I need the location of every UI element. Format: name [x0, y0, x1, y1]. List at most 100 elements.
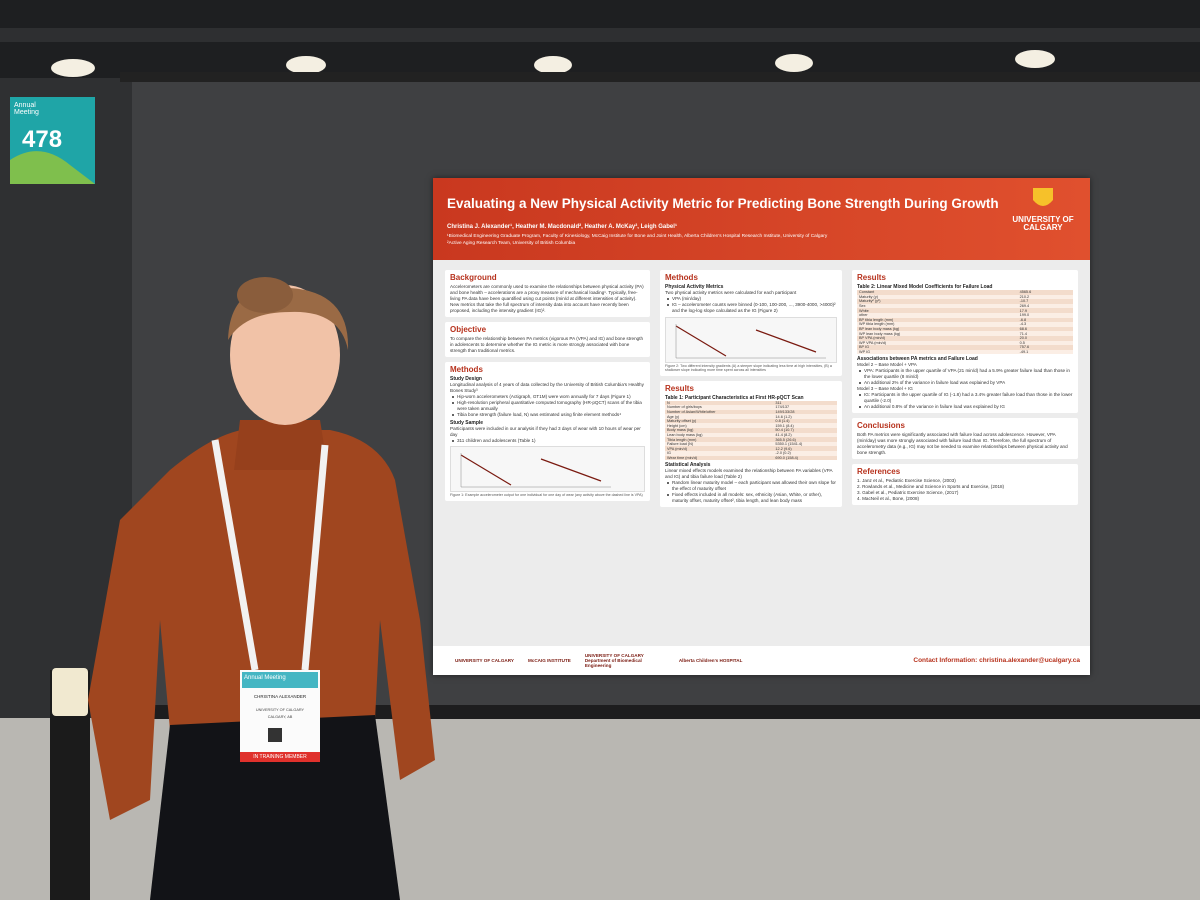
table-row: Failure load (N) 5350.1 (1541.4)	[665, 441, 837, 447]
table-cell: 0.8 (1.4)	[773, 418, 837, 424]
table-cell: 20.0	[1017, 335, 1073, 341]
table-cell: 159.1 (8.4)	[773, 423, 837, 429]
section: Results Table 2: Linear Mixed Model Coeff…	[852, 270, 1078, 414]
table-cell: Maturity² (y²)	[857, 299, 1018, 304]
table-cell: 12.2 (9.6)	[773, 446, 837, 452]
column: Results Table 2: Linear Mixed Model Coeff…	[852, 270, 1078, 505]
table-cell: Lean body mass (kg)	[665, 432, 774, 438]
light	[286, 56, 326, 74]
table-cell: Number of Asian/White/other	[665, 409, 774, 415]
table-row: White 17.9	[857, 308, 1073, 313]
light	[534, 56, 572, 74]
figure-caption: Figure 2: Two different intensity gradie…	[665, 363, 832, 373]
section-heading: Results	[665, 383, 694, 393]
board-frame	[120, 72, 1200, 82]
section: Objective To compare the relationship bet…	[445, 321, 650, 357]
paragraph: Two physical activity metrics were calcu…	[665, 290, 797, 295]
subheading: Table 2: Linear Mixed Model Coefficients…	[857, 284, 993, 290]
table-cell: Wear time (min/d)	[665, 455, 774, 461]
subheading: Study Sample	[450, 419, 484, 426]
light	[51, 59, 95, 77]
table-cell: Height (cm)	[665, 423, 774, 429]
badge-ribbon-text: IN TRAINING MEMBER	[253, 754, 307, 760]
table-cell: BP tibia length (mm)	[857, 317, 1018, 323]
table-cell: 365.5 (26.6)	[773, 437, 837, 442]
bullet: Random linear maturity model – each part…	[665, 480, 837, 492]
section-heading: Conclusions	[857, 421, 906, 431]
table-cell: 14.6 (1.2)	[773, 414, 837, 419]
bullet: High-resolution peripheral quantitative …	[450, 400, 645, 412]
poster-header: Evaluating a New Physical Activity Metri…	[433, 178, 1090, 260]
column: Methods Physical Activity Metrics Two phys…	[660, 270, 842, 508]
poster-affiliation: ²Active Aging Research Team, University …	[447, 241, 576, 246]
table-row: VPA (min/d) 12.2 (9.6)	[665, 446, 837, 452]
table-cell: -4.3	[1017, 322, 1073, 327]
hair-bun	[237, 277, 293, 313]
crest	[1033, 188, 1053, 206]
table-row: Maturity (y) 210.2	[857, 294, 1073, 300]
poster: Evaluating a New Physical Activity Metri…	[433, 178, 1090, 675]
table-cell: Failure load (N)	[665, 441, 774, 447]
table-cell: 5350.1 (1541.4)	[773, 441, 837, 447]
table-row: N 311	[665, 400, 837, 406]
table-cell: Maturity (y)	[857, 294, 1018, 300]
section-heading: Results	[857, 273, 886, 282]
paragraph: Model 2 – Base Model + VPA	[857, 362, 917, 368]
qr-code	[268, 728, 282, 742]
light	[1015, 50, 1055, 68]
table-cell: 174/137	[773, 405, 837, 410]
table-cell: -6.8	[1017, 317, 1073, 323]
table-cell: 269.4	[1017, 303, 1073, 309]
face	[230, 285, 340, 425]
table-cell: 68.6	[1017, 326, 1073, 332]
bullet: IG – accelerometer counts were binned (0…	[665, 302, 837, 314]
table-row: BP VPA (min/d) 20.0	[857, 335, 1073, 341]
section-heading: Objective	[450, 324, 487, 334]
table-row: Maturity² (y²) -10.7	[857, 299, 1073, 304]
badge-institution: UNIVERSITY OF CALGARY	[255, 708, 305, 712]
section: Background Accelerometers are commonly us…	[445, 270, 650, 317]
table-cell: BP VPA (min/d)	[857, 335, 1018, 341]
table-cell: 757.6	[1017, 345, 1073, 350]
table-cell: VPA (min/d)	[665, 446, 774, 452]
table-row: Wear time (min/d) 690.0 (158.4)	[665, 455, 837, 461]
table-cell: 41.4 (8.2)	[773, 432, 837, 438]
section: Methods Study Design Longitudinal analysis…	[445, 361, 650, 501]
section: References 1. Janz et al., Pediatric Exer…	[852, 463, 1078, 505]
board-base	[110, 705, 1200, 719]
section: Conclusions Both PA metrics were signific…	[852, 418, 1078, 459]
table-cell: Age (y)	[665, 414, 774, 419]
paragraph: Participants were included in our analys…	[450, 425, 641, 437]
paragraph: 4. MacNeil et al., Bone, (2008)	[857, 495, 920, 501]
cup	[52, 668, 88, 716]
table-cell: Constant	[857, 290, 1018, 295]
table-cell: other	[857, 312, 1018, 318]
section-heading: Methods	[665, 273, 698, 282]
table: Constant 4565.6 Maturity (y) 210.2 Maturity²…	[857, 290, 1073, 355]
table-cell: White	[857, 308, 1018, 313]
table-row: Height (cm) 159.1 (8.4)	[665, 423, 837, 429]
bullet: An additional 2% of the variance in fail…	[857, 380, 1073, 386]
table-cell: Maturity offset (y)	[665, 418, 774, 424]
paragraph: 1. Janz et al., Pediatric Exercise Scien…	[857, 477, 956, 483]
table-row: BP IG 757.6	[857, 345, 1073, 350]
table-cell: 71.4	[1017, 331, 1073, 336]
footer-logo: UNIVERSITY OF CALGARY Department of Biom…	[584, 652, 644, 669]
paragraph: 3. Gabel et al., Pediatric Exercise Scie…	[857, 489, 959, 495]
badge-event: Annual Meeting	[244, 675, 286, 681]
table-row: Constant 4565.6	[857, 290, 1073, 295]
figure-caption: Figure 1: Example accelerometer output f…	[450, 493, 643, 498]
table-cell: BP IG	[857, 345, 1018, 350]
table-cell: WP tibia length (mm)	[857, 322, 1018, 327]
table-cell: WP lean body mass (kg)	[857, 331, 1018, 336]
badge-city: CALGARY, AB	[267, 715, 293, 719]
subheading: Study Design	[450, 375, 482, 382]
poster-authors: Christina J. Alexander¹, Heather M. Macd…	[447, 224, 677, 230]
table-cell: Tibia length (mm)	[665, 437, 774, 442]
table-row: Body mass (kg) 50.4 (10.7)	[665, 428, 837, 433]
section: Results Table 1: Participant Characterist…	[660, 380, 842, 508]
table-cell: N	[665, 400, 774, 406]
table-row: IG -2.0 (0.2)	[665, 451, 837, 456]
poster-footer: UNIVERSITY OF CALGARY McCAIG INSTITUTE UNI…	[433, 646, 1090, 675]
section-heading: References	[857, 466, 901, 476]
